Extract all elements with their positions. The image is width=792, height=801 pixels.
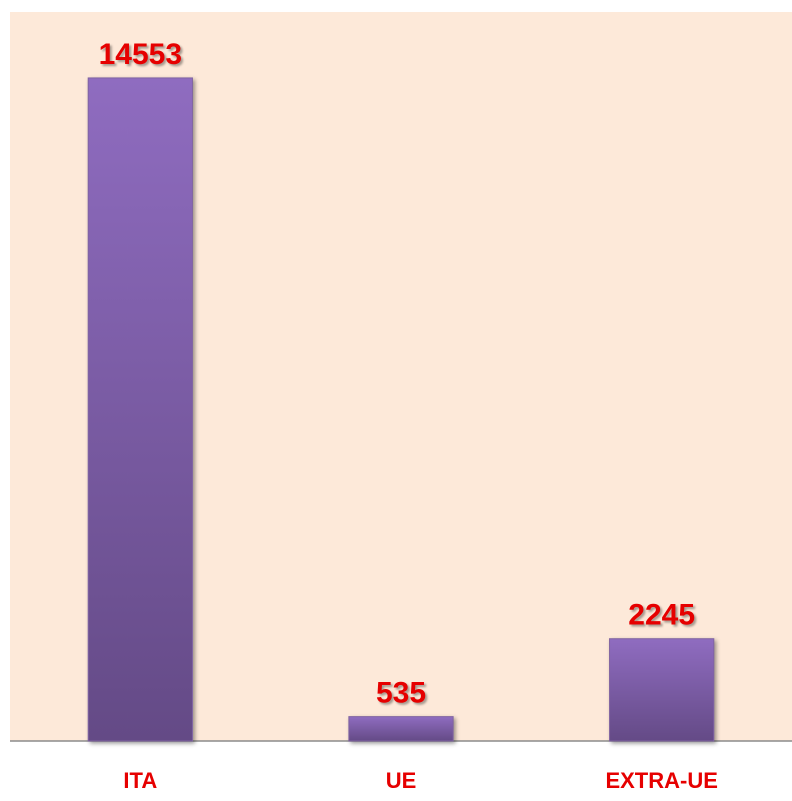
x-tick-label: EXTRA-UE <box>605 768 717 793</box>
bar <box>609 638 715 742</box>
value-label: 14553 <box>99 38 182 71</box>
bar <box>87 77 193 742</box>
x-tick-label: UE <box>386 768 417 793</box>
value-label: 535 <box>376 677 426 710</box>
x-tick-label: ITA <box>123 768 157 793</box>
value-label: 2245 <box>628 599 695 632</box>
bar <box>348 716 454 742</box>
